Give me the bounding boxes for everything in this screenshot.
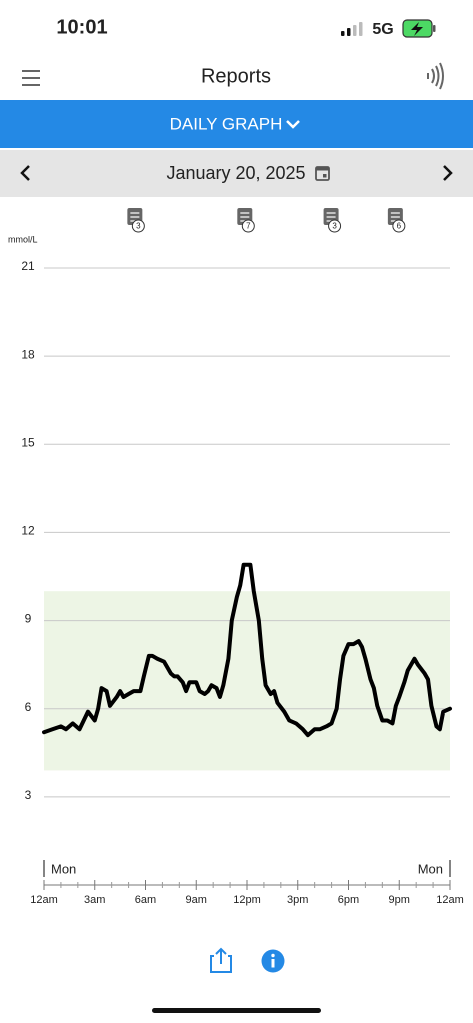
target-range xyxy=(44,591,450,771)
y-tick-label: 6 xyxy=(25,700,32,714)
share-button[interactable] xyxy=(210,947,232,973)
note-icon[interactable]: 7 xyxy=(237,208,255,233)
y-axis-label: mmol/L xyxy=(8,234,38,244)
x-tick-label: 12am xyxy=(30,894,58,906)
view-selector-bar xyxy=(0,100,473,148)
status-time: 10:01 xyxy=(56,16,107,38)
note-count: 3 xyxy=(136,222,141,231)
x-tick-label: 3am xyxy=(84,894,105,906)
page-title: Reports xyxy=(201,65,271,87)
signal-icon xyxy=(341,22,363,36)
y-tick-label: 21 xyxy=(21,259,35,273)
view-selector[interactable]: DAILY GRAPH xyxy=(170,114,283,133)
note-badge xyxy=(131,219,145,233)
x-tick-label: 9am xyxy=(186,894,207,906)
prev-day-button[interactable] xyxy=(20,165,30,181)
y-tick-label: 15 xyxy=(21,435,35,449)
note-icon[interactable]: 6 xyxy=(387,208,406,233)
date-label: January 20, 2025 xyxy=(166,163,305,183)
info-button[interactable] xyxy=(261,949,285,973)
network-label: 5G xyxy=(372,21,393,38)
y-tick-label: 3 xyxy=(25,788,32,802)
x-tick-label: 12pm xyxy=(233,894,261,906)
x-tick-label: 6am xyxy=(135,894,156,906)
home-indicator xyxy=(152,1008,321,1013)
note-badge xyxy=(392,219,406,233)
note-count: 7 xyxy=(246,222,251,231)
menu-button[interactable] xyxy=(22,70,40,86)
x-tick-label: 3pm xyxy=(287,894,308,906)
date-bar xyxy=(0,150,473,197)
day-label: Mon xyxy=(418,861,443,876)
x-tick-label: 12am xyxy=(436,894,464,906)
plot: 3 6 9 12 15 18 21 12am 3am 6am 9am 12pm 3pm 6pm 9pm 12a… xyxy=(21,208,464,906)
y-tick-label: 18 xyxy=(21,347,35,361)
note-count: 6 xyxy=(397,222,402,231)
battery-icon xyxy=(402,19,436,38)
calendar-button[interactable] xyxy=(315,166,330,181)
day-label: Mon xyxy=(51,861,76,876)
note-badge xyxy=(328,219,342,233)
note-badge xyxy=(241,219,255,233)
x-tick-label: 6pm xyxy=(338,894,359,906)
glucose-line xyxy=(42,562,452,738)
next-day-button[interactable] xyxy=(443,165,453,181)
y-tick-label: 12 xyxy=(21,524,35,538)
y-tick-label: 9 xyxy=(25,612,32,626)
note-icon[interactable]: 3 xyxy=(127,208,145,233)
note-count: 3 xyxy=(332,222,337,231)
dropdown-chevron[interactable] xyxy=(286,120,300,129)
scan-button[interactable] xyxy=(427,62,444,90)
x-tick-label: 9pm xyxy=(389,894,410,906)
note-icon[interactable]: 3 xyxy=(323,208,342,233)
